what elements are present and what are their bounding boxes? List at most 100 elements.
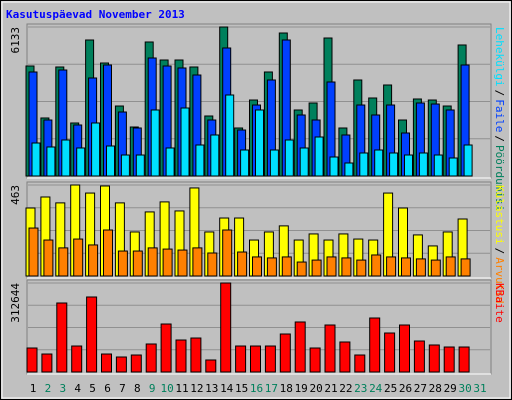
bar [371, 254, 382, 277]
bar [299, 147, 309, 177]
bar [369, 317, 381, 373]
bar [43, 239, 54, 277]
y-tick-label: 6133 [9, 27, 22, 54]
bar [324, 324, 336, 373]
bar [311, 259, 322, 277]
bar [448, 157, 458, 177]
bar [120, 154, 130, 177]
bar [26, 347, 38, 373]
legend-separator: / [493, 248, 506, 255]
x-tick-label: 3 [59, 382, 66, 395]
x-tick-label: 29 [444, 382, 457, 395]
bar [162, 248, 173, 277]
legend-label: Külastusi [493, 185, 506, 245]
x-tick-label: 2 [45, 382, 52, 395]
bar [413, 340, 425, 373]
legend-label: Lehekülgi [493, 27, 506, 87]
bar [207, 252, 218, 277]
bar [88, 244, 99, 277]
bar [463, 144, 473, 177]
bar [147, 247, 158, 277]
x-tick-label: 30 [458, 382, 471, 395]
bar [58, 247, 69, 277]
bar [356, 259, 367, 277]
bar [296, 261, 307, 277]
x-tick-label: 24 [369, 382, 383, 395]
x-tick-label: 10 [160, 382, 173, 395]
bar [192, 247, 203, 277]
bar [222, 229, 233, 277]
bar [210, 134, 220, 177]
legend: Külastusi / Arvutid [493, 185, 506, 304]
bar [235, 345, 247, 373]
bar [237, 251, 248, 277]
bar [71, 345, 83, 373]
bar [326, 256, 337, 277]
bar [294, 321, 306, 373]
bar [115, 356, 127, 373]
bar [73, 238, 84, 277]
legend-separator: / [493, 135, 506, 142]
bar [165, 147, 175, 177]
bar [458, 346, 470, 373]
x-tick-label: 14 [220, 382, 234, 395]
bar [433, 154, 443, 177]
bar [389, 152, 399, 177]
y-tick-label: 463 [9, 185, 22, 205]
bar [240, 149, 250, 177]
bar [61, 139, 71, 177]
bar [359, 152, 369, 177]
bar [56, 302, 68, 373]
x-tick-label: 13 [205, 382, 218, 395]
x-tick-label: 1 [30, 382, 37, 395]
y-tick-label: 312644 [9, 283, 22, 323]
bar [31, 142, 41, 177]
bar [177, 249, 188, 277]
x-tick-label: 25 [384, 382, 397, 395]
bar [428, 344, 440, 373]
x-tick-label: 22 [339, 382, 352, 395]
bar [329, 156, 339, 177]
bar [460, 258, 471, 277]
x-tick-label: 20 [309, 382, 322, 395]
bar [76, 147, 86, 177]
bar [190, 337, 202, 373]
x-tick-label: 17 [265, 382, 278, 395]
x-tick-label: 6 [104, 382, 111, 395]
bar [180, 107, 190, 177]
bar [430, 259, 441, 277]
bar [279, 333, 291, 373]
x-tick-label: 4 [74, 382, 81, 395]
bar [443, 346, 455, 373]
bar [101, 353, 112, 373]
x-tick-label: 23 [354, 382, 367, 395]
bar [269, 149, 279, 177]
bar [386, 256, 397, 277]
bar [266, 257, 277, 277]
bar [103, 229, 113, 277]
bar [130, 354, 142, 373]
x-tick-label: 9 [149, 382, 156, 395]
x-tick-label: 19 [295, 382, 308, 395]
bar [106, 145, 115, 177]
bar [384, 332, 396, 373]
bar [28, 227, 39, 277]
bar [314, 136, 324, 177]
bar [339, 341, 351, 373]
legend-label: Arvutid [493, 257, 506, 303]
bar [145, 343, 157, 373]
legend-label: Faile [493, 99, 506, 132]
bar [445, 256, 456, 277]
bar [374, 149, 384, 177]
legend-label: Pöördumisi [493, 145, 506, 211]
x-tick-label: 8 [134, 382, 141, 395]
bar [117, 250, 128, 277]
bar [264, 345, 276, 373]
bar [150, 109, 160, 177]
bar [281, 256, 292, 277]
x-tick-label: 5 [89, 382, 96, 395]
bar [135, 154, 145, 177]
x-tick-label: 15 [235, 382, 248, 395]
